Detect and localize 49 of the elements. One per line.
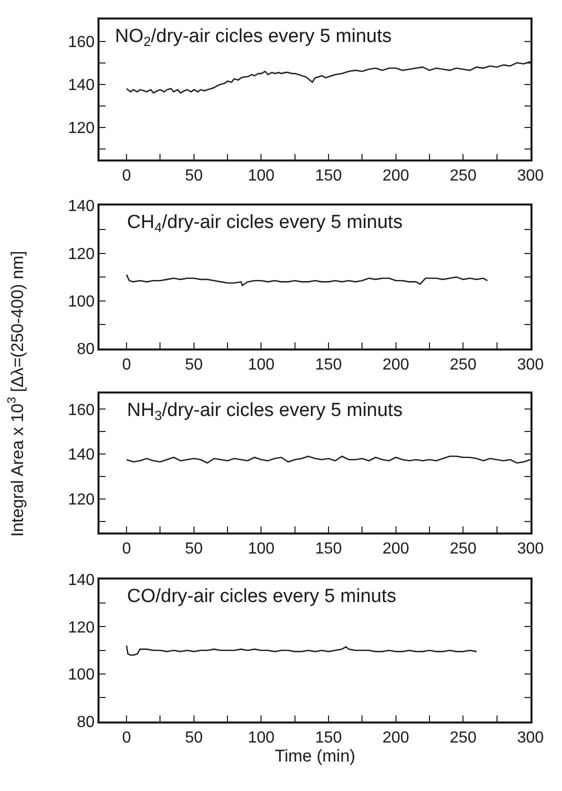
x-tick-label: 50 xyxy=(184,168,203,185)
y-tick-label: 80 xyxy=(76,714,95,731)
x-tick-label: 100 xyxy=(248,356,275,374)
x-tick-label: 300 xyxy=(517,540,544,558)
y-tick-label: 120 xyxy=(68,491,95,508)
x-tick-label: 0 xyxy=(122,356,132,374)
x-tick-label: 250 xyxy=(450,729,477,746)
y-tick-label: 160 xyxy=(68,402,95,419)
y-tick-label: 140 xyxy=(68,198,95,216)
x-tick-label: 150 xyxy=(315,356,342,374)
x-tick-label: 50 xyxy=(184,540,203,558)
annotation: CH$_{4}$/dry-air cicles every 5 minuts xyxy=(127,212,403,235)
y-tick-label: 100 xyxy=(68,666,95,684)
y-tick-label: 120 xyxy=(68,246,95,263)
y-tick-label: 120 xyxy=(68,120,95,137)
x-tick-label: 50 xyxy=(184,729,203,746)
y-tick-label: 160 xyxy=(68,34,95,51)
x-tick-label: 300 xyxy=(517,356,544,374)
x-axis-title: Time (min) xyxy=(274,746,356,766)
x-tick-label: 250 xyxy=(450,356,477,374)
x-tick-label: 0 xyxy=(122,540,132,558)
y-tick-label: 80 xyxy=(76,341,95,358)
x-tick-label: 200 xyxy=(382,729,410,746)
x-tick-label: 250 xyxy=(450,540,477,558)
x-tick-label: 100 xyxy=(248,168,275,185)
x-tick-label: 100 xyxy=(248,540,275,558)
x-tick-label: 0 xyxy=(122,729,132,746)
y-tick-label: 120 xyxy=(68,619,95,636)
x-tick-label: 50 xyxy=(184,356,203,374)
x-tick-label: 300 xyxy=(517,729,544,746)
x-tick-label: 300 xyxy=(517,168,544,185)
annotation: NO$_{2}$/dry-air cicles every 5 minuts xyxy=(115,26,392,49)
y-tick-label: 100 xyxy=(68,293,95,310)
annotation: CO/dry-air cicles every 5 minuts xyxy=(127,586,396,607)
x-tick-label: 150 xyxy=(315,540,342,558)
x-tick-label: 200 xyxy=(382,540,410,558)
y-tick-label: 140 xyxy=(68,446,95,464)
x-tick-label: 150 xyxy=(315,168,342,185)
x-tick-label: 250 xyxy=(450,168,477,185)
y-tick-label: 140 xyxy=(68,572,95,590)
annotation: NH$_{3}$/dry-air cicles every 5 minuts xyxy=(127,400,403,423)
x-tick-label: 0 xyxy=(122,168,132,185)
line-series xyxy=(126,274,488,286)
x-tick-label: 200 xyxy=(382,356,410,374)
x-tick-label: 150 xyxy=(315,729,342,746)
x-tick-label: 200 xyxy=(382,168,410,185)
y-tick-label: 140 xyxy=(68,76,95,94)
x-tick-label: 100 xyxy=(248,729,275,746)
line-series xyxy=(126,644,478,656)
